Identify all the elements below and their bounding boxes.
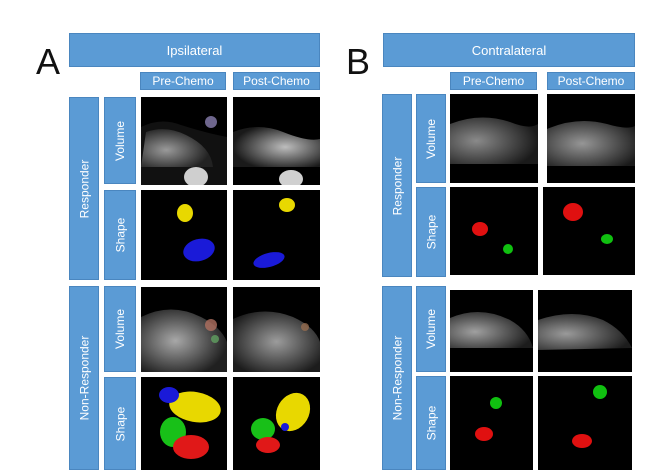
panel-b-row-shape-1-label: Shape [424,214,439,250]
panel-a-row-volume-2: Volume [104,286,136,372]
panel-a-col-post: Post-Chemo [233,72,320,90]
panel-a-header: Ipsilateral [69,33,320,67]
image-b-responder-shape-pre [450,187,538,275]
panel-b-group-responder: Responder [382,94,412,277]
image-a-responder-volume-pre [141,97,227,185]
panel-a-row-volume-1: Volume [104,97,136,184]
panel-a-row-shape-1-label: Shape [113,217,128,253]
panel-a-col-pre: Pre-Chemo [140,72,226,90]
panel-b-row-volume-1-label: Volume [424,118,438,159]
image-a-responder-shape-post [233,190,320,280]
panel-a-group-nonresponder: Non-Responder [69,286,99,470]
image-a-nonresponder-shape-pre [141,377,227,470]
panel-a-row-shape-2-label: Shape [113,406,128,441]
panel-b-col-post: Post-Chemo [547,72,635,90]
image-b-responder-volume-pre [450,94,538,183]
panel-b-row-volume-1: Volume [416,94,446,183]
panel-a-group-nonresponder-label: Non-Responder [77,335,91,421]
image-a-nonresponder-volume-post [233,287,320,372]
image-b-nonresponder-shape-post [538,376,632,470]
panel-a-group-responder: Responder [69,97,99,280]
panel-b-row-shape-2: Shape [416,376,446,470]
image-b-responder-volume-post [547,94,635,183]
image-a-responder-volume-post [233,97,320,185]
image-a-nonresponder-shape-post [233,377,320,470]
panel-b-group-responder-label: Responder [390,156,404,215]
panel-a-group-responder-label: Responder [77,159,91,218]
panel-b-group-nonresponder-label: Non-Responder [390,335,404,421]
image-b-nonresponder-volume-pre [450,290,533,372]
panel-b-row-volume-2: Volume [416,286,446,372]
image-a-responder-shape-pre [141,190,227,280]
image-b-responder-shape-post [543,187,635,275]
image-b-nonresponder-volume-post [538,290,632,372]
panel-b-header: Contralateral [383,33,635,67]
panel-a-row-volume-1-label: Volume [113,120,127,161]
panel-b-row-volume-2-label: Volume [424,308,438,350]
panel-a-row-shape-1: Shape [104,190,136,280]
panel-a-row-shape-2: Shape [104,377,136,470]
panel-b-group-nonresponder: Non-Responder [382,286,412,470]
panel-b-row-shape-1: Shape [416,187,446,277]
panel-b-row-shape-2-label: Shape [424,405,439,441]
panel-a-letter: A [36,41,61,82]
panel-a-row-volume-2-label: Volume [113,308,127,350]
panel-b-col-pre: Pre-Chemo [450,72,537,90]
image-a-nonresponder-volume-pre [141,287,227,372]
panel-b-letter: B [346,41,371,82]
image-b-nonresponder-shape-pre [450,376,533,470]
